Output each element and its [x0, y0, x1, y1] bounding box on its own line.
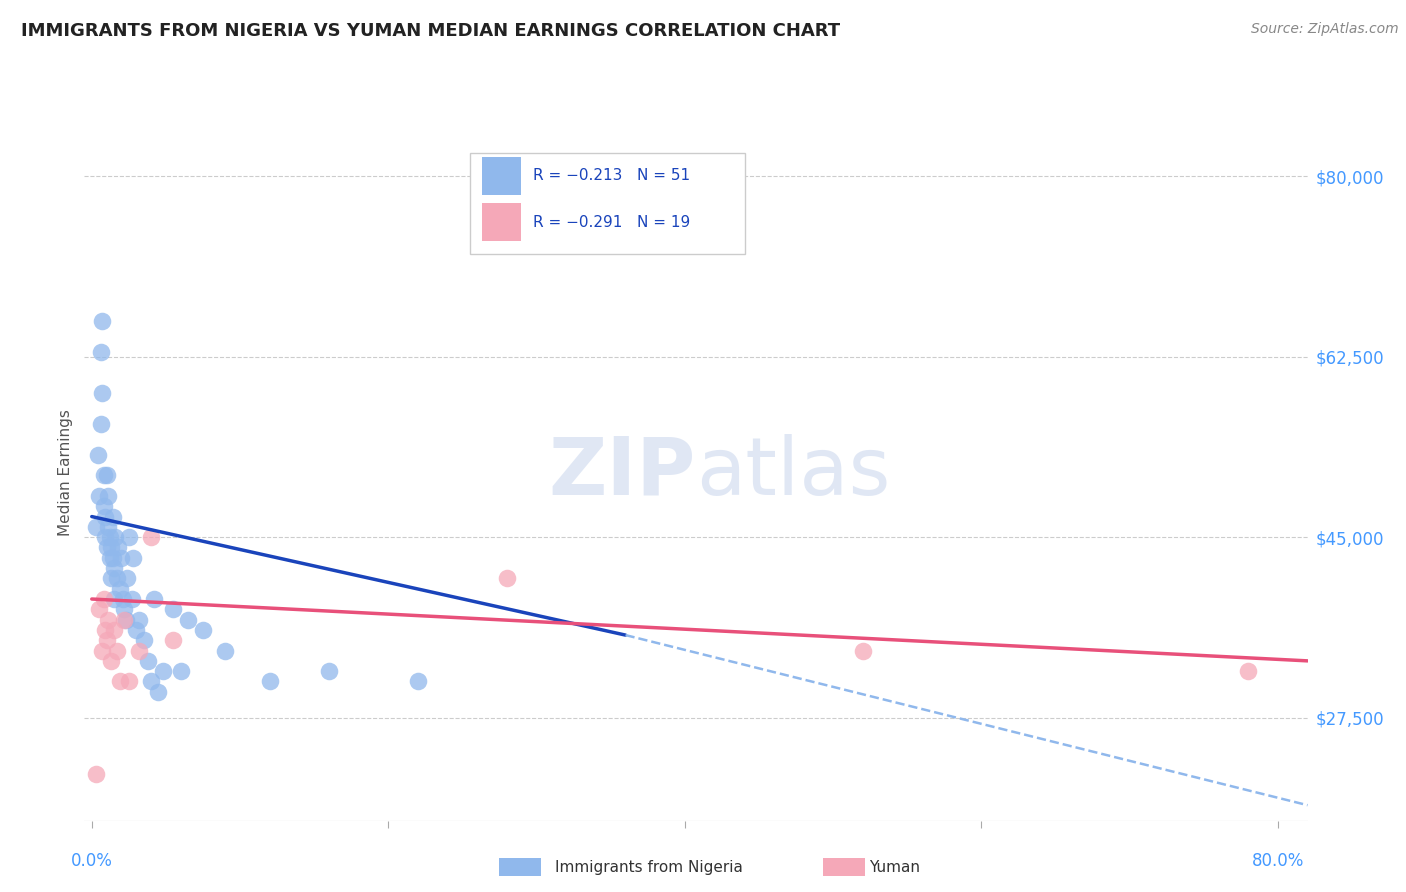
- Point: [103, 623, 125, 637]
- FancyBboxPatch shape: [470, 153, 745, 253]
- Point: [318, 664, 340, 678]
- Point: [122, 550, 145, 565]
- Point: [117, 571, 139, 585]
- Point: [136, 654, 159, 668]
- Point: [259, 674, 281, 689]
- Point: [101, 509, 124, 524]
- Text: Yuman: Yuman: [869, 860, 920, 874]
- Point: [143, 592, 166, 607]
- Point: [115, 613, 138, 627]
- Point: [128, 643, 150, 657]
- Point: [91, 314, 114, 328]
- Point: [96, 541, 118, 555]
- Point: [852, 643, 875, 657]
- Point: [162, 602, 184, 616]
- Point: [121, 592, 143, 607]
- Point: [112, 602, 135, 616]
- Point: [148, 685, 170, 699]
- Point: [108, 674, 131, 689]
- Point: [105, 571, 128, 585]
- Point: [103, 561, 125, 575]
- Point: [101, 550, 124, 565]
- Point: [94, 530, 117, 544]
- Point: [406, 674, 429, 689]
- Point: [90, 417, 112, 431]
- Text: Source: ZipAtlas.com: Source: ZipAtlas.com: [1251, 22, 1399, 37]
- Point: [98, 550, 121, 565]
- Point: [162, 633, 184, 648]
- Point: [496, 571, 519, 585]
- Point: [125, 623, 148, 637]
- Point: [84, 520, 107, 534]
- Point: [118, 530, 141, 544]
- Text: 80.0%: 80.0%: [1251, 852, 1305, 870]
- Point: [98, 530, 121, 544]
- Point: [105, 643, 128, 657]
- Point: [94, 509, 117, 524]
- Point: [177, 613, 200, 627]
- Point: [100, 571, 122, 585]
- Point: [96, 633, 118, 648]
- Point: [97, 520, 120, 534]
- Text: ZIP: ZIP: [548, 434, 696, 512]
- Point: [89, 602, 111, 616]
- Point: [111, 592, 134, 607]
- Text: R = −0.291   N = 19: R = −0.291 N = 19: [533, 215, 690, 230]
- Text: 0.0%: 0.0%: [70, 852, 112, 870]
- Point: [103, 592, 125, 607]
- Point: [100, 654, 122, 668]
- Point: [97, 489, 120, 503]
- Point: [214, 643, 236, 657]
- Bar: [482, 203, 522, 242]
- Point: [112, 613, 135, 627]
- Point: [139, 530, 162, 544]
- Point: [107, 541, 129, 555]
- Point: [108, 582, 131, 596]
- Point: [118, 674, 141, 689]
- Point: [104, 530, 127, 544]
- Bar: [482, 157, 522, 195]
- Point: [128, 613, 150, 627]
- Point: [93, 592, 115, 607]
- Point: [86, 448, 108, 462]
- Point: [132, 633, 155, 648]
- Point: [100, 541, 122, 555]
- Point: [139, 674, 162, 689]
- Point: [91, 643, 114, 657]
- Point: [1237, 664, 1260, 678]
- Text: atlas: atlas: [696, 434, 890, 512]
- Point: [191, 623, 214, 637]
- Point: [91, 385, 114, 400]
- Point: [94, 623, 117, 637]
- Point: [89, 489, 111, 503]
- Point: [93, 500, 115, 514]
- Point: [93, 468, 115, 483]
- Point: [96, 468, 118, 483]
- Point: [110, 550, 132, 565]
- Point: [90, 344, 112, 359]
- Point: [170, 664, 193, 678]
- Point: [84, 767, 107, 781]
- Y-axis label: Median Earnings: Median Earnings: [58, 409, 73, 536]
- Text: Immigrants from Nigeria: Immigrants from Nigeria: [555, 860, 744, 874]
- Text: IMMIGRANTS FROM NIGERIA VS YUMAN MEDIAN EARNINGS CORRELATION CHART: IMMIGRANTS FROM NIGERIA VS YUMAN MEDIAN …: [21, 22, 841, 40]
- Point: [152, 664, 174, 678]
- Text: R = −0.213   N = 51: R = −0.213 N = 51: [533, 169, 690, 184]
- Point: [97, 613, 120, 627]
